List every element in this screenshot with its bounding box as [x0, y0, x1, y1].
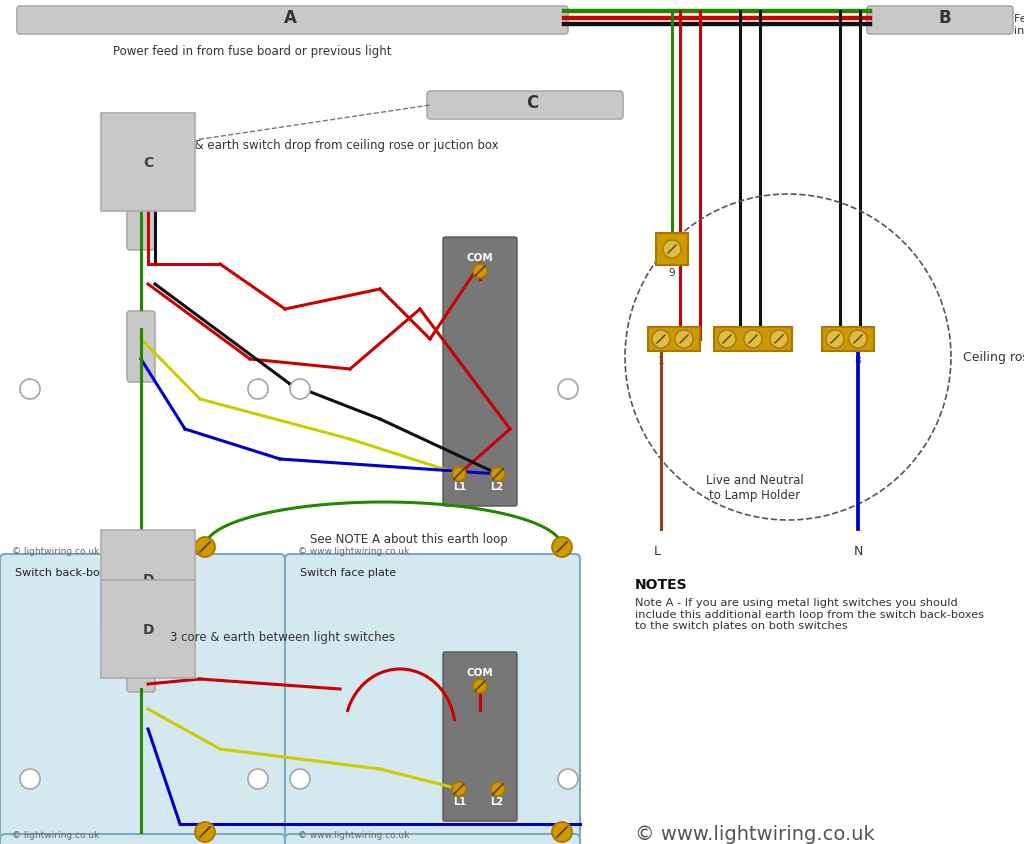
Text: 7: 7 — [855, 326, 861, 336]
Text: COM: COM — [467, 252, 494, 262]
Text: L1: L1 — [454, 796, 467, 806]
FancyBboxPatch shape — [443, 238, 517, 506]
Circle shape — [473, 265, 487, 279]
Text: B: B — [939, 9, 951, 27]
Text: COM: COM — [467, 668, 494, 677]
Circle shape — [452, 468, 466, 481]
FancyBboxPatch shape — [714, 327, 792, 352]
FancyBboxPatch shape — [285, 834, 580, 844]
Circle shape — [195, 822, 215, 842]
Text: 8: 8 — [855, 355, 861, 365]
Text: 4: 4 — [750, 326, 757, 336]
FancyBboxPatch shape — [656, 234, 688, 266]
Text: 3 core & earth between light switches: 3 core & earth between light switches — [170, 630, 395, 644]
Text: © www.lightwiring.co.uk: © www.lightwiring.co.uk — [635, 825, 874, 843]
Circle shape — [473, 679, 487, 693]
Circle shape — [452, 782, 466, 796]
Circle shape — [490, 782, 505, 796]
Text: C: C — [526, 94, 539, 112]
Circle shape — [552, 538, 572, 557]
Circle shape — [552, 822, 572, 842]
Circle shape — [849, 331, 867, 349]
Circle shape — [195, 538, 215, 557]
FancyBboxPatch shape — [17, 7, 568, 35]
Text: L2: L2 — [490, 481, 504, 491]
Text: 1: 1 — [657, 355, 665, 365]
Circle shape — [20, 769, 40, 789]
Text: Ceiling rose: Ceiling rose — [963, 351, 1024, 364]
Text: L: L — [653, 544, 660, 557]
Text: A: A — [284, 9, 296, 27]
Text: Switch back-box: Switch back-box — [15, 567, 106, 577]
Circle shape — [663, 241, 681, 259]
Circle shape — [248, 769, 268, 789]
FancyBboxPatch shape — [0, 834, 285, 844]
FancyBboxPatch shape — [822, 327, 874, 352]
Circle shape — [744, 331, 762, 349]
Text: Power feed in from fuse board or previous light: Power feed in from fuse board or previou… — [113, 46, 391, 58]
Text: D: D — [142, 622, 154, 636]
Circle shape — [290, 769, 310, 789]
Text: Twin & earth switch drop from ceiling rose or juction box: Twin & earth switch drop from ceiling ro… — [165, 138, 499, 151]
FancyBboxPatch shape — [648, 327, 700, 352]
Text: Note A - If you are using metal light switches you should
include this additiona: Note A - If you are using metal light sw… — [635, 598, 984, 630]
Text: N: N — [853, 544, 862, 557]
Circle shape — [20, 380, 40, 399]
FancyBboxPatch shape — [0, 555, 285, 844]
Text: Switch face plate: Switch face plate — [300, 567, 396, 577]
Circle shape — [558, 380, 578, 399]
Text: 9: 9 — [669, 268, 675, 278]
Text: © lightwiring.co.uk: © lightwiring.co.uk — [12, 830, 99, 840]
FancyBboxPatch shape — [127, 180, 155, 251]
Circle shape — [718, 331, 736, 349]
Text: 6: 6 — [831, 326, 839, 336]
FancyBboxPatch shape — [127, 631, 155, 692]
Circle shape — [290, 380, 310, 399]
Circle shape — [675, 331, 693, 349]
FancyBboxPatch shape — [427, 92, 623, 120]
Text: L2: L2 — [490, 796, 504, 806]
Circle shape — [652, 331, 670, 349]
Text: Feed out to next light
in the radial circuit: Feed out to next light in the radial cir… — [1014, 14, 1024, 35]
Circle shape — [826, 331, 844, 349]
Text: C: C — [143, 156, 154, 170]
Text: © www.lightwiring.co.uk: © www.lightwiring.co.uk — [298, 547, 410, 556]
Text: D: D — [142, 572, 154, 587]
Text: L1: L1 — [454, 481, 467, 491]
FancyBboxPatch shape — [127, 601, 155, 663]
Circle shape — [248, 380, 268, 399]
FancyBboxPatch shape — [285, 555, 580, 844]
Circle shape — [490, 468, 505, 481]
Text: 5: 5 — [776, 326, 782, 336]
Circle shape — [558, 769, 578, 789]
Text: 2: 2 — [657, 326, 665, 336]
Text: © lightwiring.co.uk: © lightwiring.co.uk — [12, 547, 99, 556]
Text: © www.lightwiring.co.uk: © www.lightwiring.co.uk — [298, 830, 410, 840]
Text: 3: 3 — [724, 326, 730, 336]
FancyBboxPatch shape — [443, 652, 517, 821]
FancyBboxPatch shape — [127, 311, 155, 382]
FancyBboxPatch shape — [867, 7, 1013, 35]
Circle shape — [770, 331, 788, 349]
FancyBboxPatch shape — [127, 546, 155, 608]
Text: See NOTE A about this earth loop: See NOTE A about this earth loop — [310, 533, 508, 546]
Text: NOTES: NOTES — [635, 577, 688, 592]
Text: Live and Neutral
to Lamp Holder: Live and Neutral to Lamp Holder — [707, 473, 804, 501]
